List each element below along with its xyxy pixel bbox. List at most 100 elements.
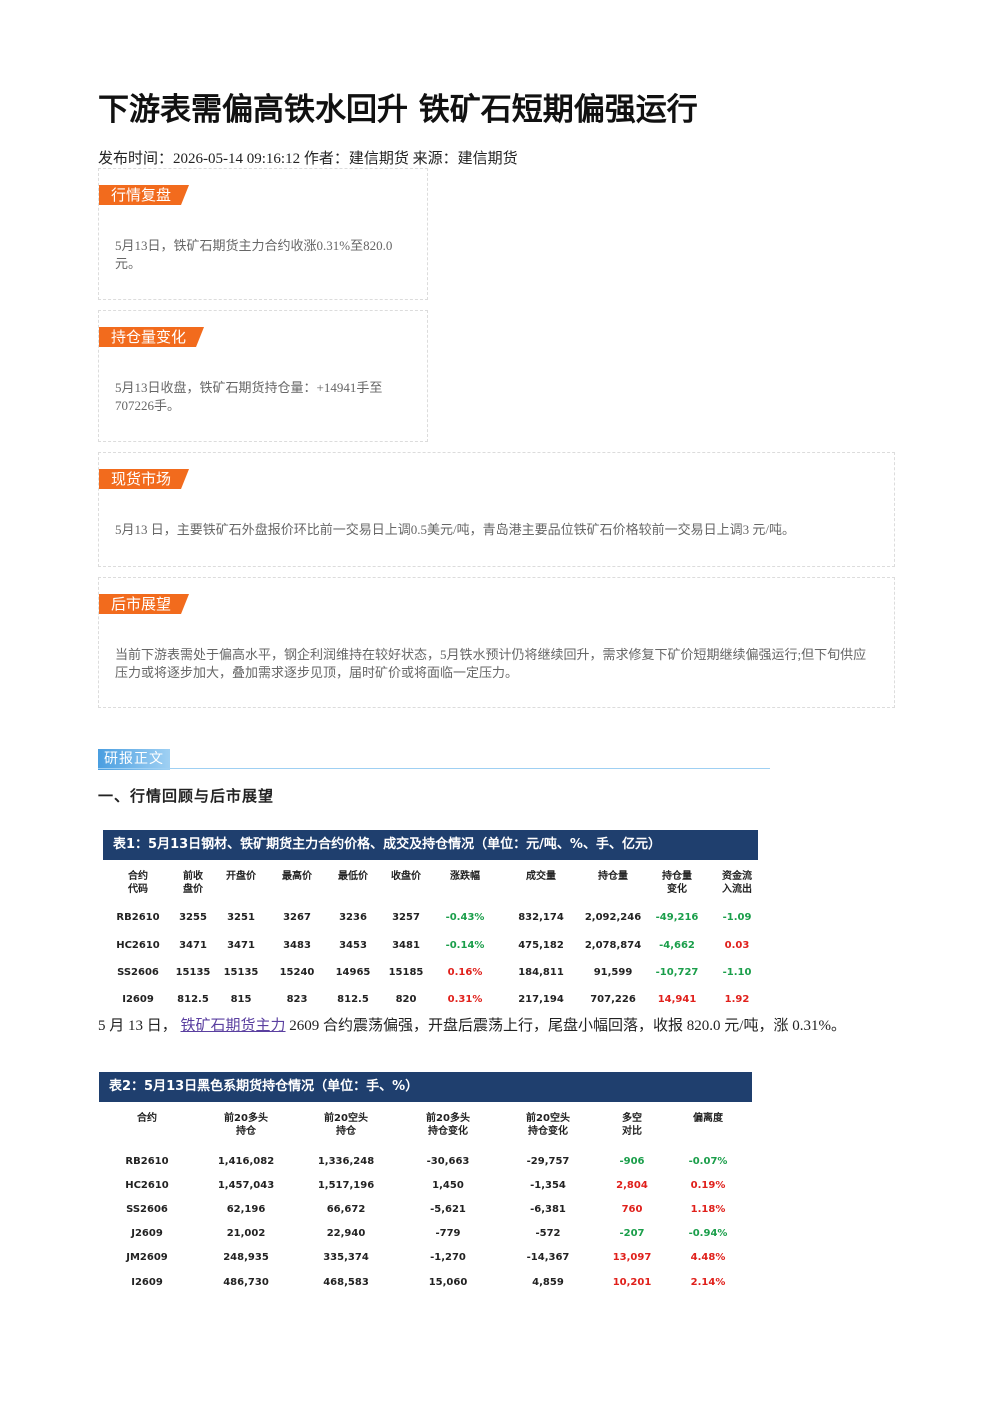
section-box: 现货市场 5月13 日，主要铁矿石外盘报价环比前一交易日上调0.5美元/吨，青岛港… bbox=[98, 452, 895, 567]
table-cell: 4,859 bbox=[532, 1277, 564, 1288]
text: 5 月 13 日， bbox=[98, 1018, 177, 1034]
table-cell: 184,811 bbox=[518, 967, 564, 978]
table-cell: 1.18% bbox=[690, 1204, 726, 1215]
table-header: 合约 代码 bbox=[128, 871, 148, 895]
table-cell: 832,174 bbox=[518, 912, 564, 923]
table-cell: SS2606 bbox=[117, 967, 159, 978]
table-cell: 3257 bbox=[392, 912, 420, 923]
table-cell: 3453 bbox=[339, 940, 367, 951]
section-label: 持仓量变化 bbox=[99, 327, 204, 347]
paragraph: 5 月 13 日， 铁矿石期货主力 2609 合约震荡偏强，开盘后震荡上行，尾盘… bbox=[98, 1016, 848, 1037]
table-cell: 2,092,246 bbox=[584, 912, 642, 923]
table-cell: 3471 bbox=[179, 940, 207, 951]
table-cell: 91,599 bbox=[593, 967, 633, 978]
table-cell: 15135 bbox=[175, 967, 211, 978]
table-header: 前收 盘价 bbox=[183, 871, 203, 895]
meta: 发布时间：2026-05-14 09:16:12 作者：建信期货 来源：建信期货 bbox=[98, 151, 518, 167]
table-cell: 0.16% bbox=[447, 967, 483, 978]
table-header: 前20多头 持仓变化 bbox=[426, 1113, 470, 1137]
table-header: 成交量 bbox=[526, 871, 556, 882]
divider bbox=[98, 768, 770, 769]
section-box: 持仓量变化 5月13日收盘，铁矿石期货持仓量：+14941手至707226手。 bbox=[98, 310, 428, 442]
table-cell: -0.94% bbox=[688, 1228, 728, 1239]
table-title: 表1：5月13日钢材、铁矿期货主力合约价格、成交及持仓情况（单位：元/吨、%、手… bbox=[103, 830, 758, 860]
table-header: 多空 对比 bbox=[622, 1113, 642, 1137]
table-cell: 2,078,874 bbox=[584, 940, 642, 951]
table-cell: 10,201 bbox=[612, 1277, 652, 1288]
table-cell: 1,517,196 bbox=[317, 1180, 375, 1191]
table-cell: 0.31% bbox=[447, 994, 483, 1005]
table-cell: 1,336,248 bbox=[317, 1156, 375, 1167]
table-cell: 14965 bbox=[335, 967, 371, 978]
table-cell: 823 bbox=[286, 994, 308, 1005]
table-cell: 15135 bbox=[223, 967, 259, 978]
table-cell: I2609 bbox=[122, 994, 154, 1005]
section-box: 后市展望 当前下游表需处于偏高水平，钢企利润维持在较好状态，5月铁水预计仍将继续回… bbox=[98, 577, 895, 708]
table-cell: 248,935 bbox=[223, 1252, 269, 1263]
table-cell: 15185 bbox=[388, 967, 424, 978]
table-cell: -6,381 bbox=[530, 1204, 566, 1215]
table-cell: JM2609 bbox=[126, 1252, 168, 1263]
table-cell: HC2610 bbox=[125, 1180, 169, 1191]
table-cell: 21,002 bbox=[226, 1228, 266, 1239]
table-cell: 1,457,043 bbox=[217, 1180, 275, 1191]
table-cell: 13,097 bbox=[612, 1252, 652, 1263]
table-cell: 3236 bbox=[339, 912, 367, 923]
table-header: 前20空头 持仓变化 bbox=[526, 1113, 570, 1137]
table-cell: 66,672 bbox=[326, 1204, 366, 1215]
table-cell: -779 bbox=[435, 1228, 461, 1239]
table-cell: 4.48% bbox=[690, 1252, 726, 1263]
table-cell: 15,060 bbox=[428, 1277, 468, 1288]
table-header: 前20空头 持仓 bbox=[324, 1113, 368, 1137]
text: 2609 合约震荡偏强，开盘后震荡上行，尾盘小幅回落，收报 820.0 元/吨，… bbox=[289, 1018, 846, 1034]
table-cell: 2.14% bbox=[690, 1277, 726, 1288]
table-cell: 815 bbox=[230, 994, 252, 1005]
table-cell: -0.43% bbox=[445, 912, 485, 923]
table-cell: HC2610 bbox=[116, 940, 160, 951]
table-header: 前20多头 持仓 bbox=[224, 1113, 268, 1137]
section-box: 行情复盘 5月13日，铁矿石期货主力合约收涨0.31%至820.0元。 bbox=[98, 168, 428, 300]
table-cell: 3471 bbox=[227, 940, 255, 951]
table-cell: 812.5 bbox=[177, 994, 209, 1005]
table-cell: -1,270 bbox=[430, 1252, 466, 1263]
table-cell: 0.03 bbox=[724, 940, 750, 951]
table-header: 最低价 bbox=[338, 871, 368, 882]
table-cell: -906 bbox=[619, 1156, 645, 1167]
table-cell: 3481 bbox=[392, 940, 420, 951]
table-cell: 217,194 bbox=[518, 994, 564, 1005]
table-header: 最高价 bbox=[282, 871, 312, 882]
table-header: 持仓量 bbox=[598, 871, 628, 882]
table-cell: RB2610 bbox=[125, 1156, 169, 1167]
table-cell: -30,663 bbox=[426, 1156, 470, 1167]
table-cell: 3255 bbox=[179, 912, 207, 923]
table-title: 表2：5月13日黑色系期货持仓情况（单位：手、%） bbox=[99, 1072, 752, 1102]
table-cell: 468,583 bbox=[323, 1277, 369, 1288]
table-cell: -49,216 bbox=[655, 912, 699, 923]
table-cell: 22,940 bbox=[326, 1228, 366, 1239]
table-cell: 1.92 bbox=[724, 994, 750, 1005]
table-cell: -207 bbox=[619, 1228, 645, 1239]
table-cell: -0.14% bbox=[445, 940, 485, 951]
table-cell: 486,730 bbox=[223, 1277, 269, 1288]
table-header: 开盘价 bbox=[226, 871, 256, 882]
table-cell: 3251 bbox=[227, 912, 255, 923]
table-header: 涨跌幅 bbox=[450, 871, 480, 882]
table-cell: -14,367 bbox=[526, 1252, 570, 1263]
section-label: 行情复盘 bbox=[99, 185, 189, 205]
table-cell: -0.07% bbox=[688, 1156, 728, 1167]
table-cell: -29,757 bbox=[526, 1156, 570, 1167]
table-cell: 335,374 bbox=[323, 1252, 369, 1263]
table-cell: -1.09 bbox=[722, 912, 752, 923]
table-cell: 0.19% bbox=[690, 1180, 726, 1191]
link[interactable]: 铁矿石期货主力 bbox=[180, 1018, 286, 1034]
section-label: 后市展望 bbox=[99, 594, 189, 614]
table-cell: 62,196 bbox=[226, 1204, 266, 1215]
table-cell: -10,727 bbox=[655, 967, 699, 978]
section-text: 5月13 日，主要铁矿石外盘报价环比前一交易日上调0.5美元/吨，青岛港主要品位… bbox=[115, 522, 795, 537]
table-cell: 3483 bbox=[283, 940, 311, 951]
table-header: 资金流 入流出 bbox=[722, 871, 752, 895]
table-cell: RB2610 bbox=[116, 912, 160, 923]
table-header: 收盘价 bbox=[391, 871, 421, 882]
table-cell: J2609 bbox=[131, 1228, 163, 1239]
table-cell: 15240 bbox=[279, 967, 315, 978]
